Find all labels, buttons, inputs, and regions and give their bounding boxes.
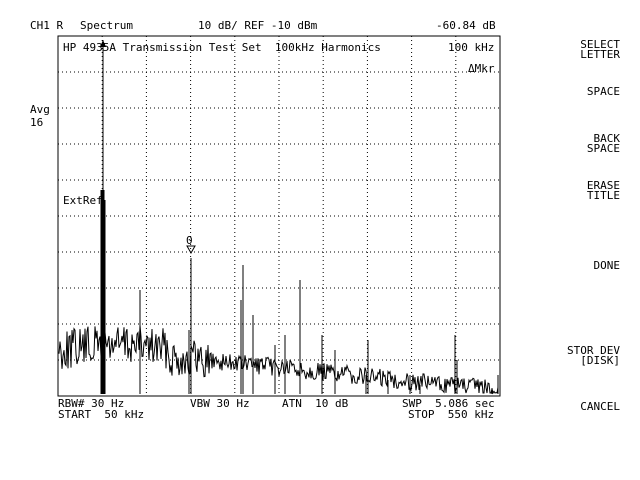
scale-label: 10 dB/ REF -10 dBm	[198, 19, 318, 32]
softkey-done[interactable]: DONE	[593, 259, 621, 272]
rbw-label: RBW# 30 Hz	[58, 397, 125, 410]
atn-label: ATN 10 dB	[282, 397, 349, 410]
stop-frequency: STOP 550 kHz	[408, 408, 495, 421]
vbw-label: VBW 30 Hz	[190, 397, 250, 410]
softkey-stor-dev-disk[interactable]: STOR DEV [DISK]	[567, 344, 620, 367]
plot-grid	[58, 36, 500, 396]
plot-title: HP 4935A Transmission Test Set 100kHz Ha…	[63, 41, 381, 54]
start-frequency: START 50 kHz	[58, 408, 145, 421]
sweep-time-label: SWP 5.086 sec	[402, 397, 495, 410]
marker-number: 0	[186, 234, 193, 247]
spectrum-noise-trace	[58, 325, 499, 395]
softkey-erase-title[interactable]: ERASE TITLE	[586, 179, 620, 202]
harmonic-spikes	[100, 40, 499, 394]
softkey-back-space[interactable]: BACK SPACE	[586, 132, 620, 155]
marker-frequency: 100 kHz	[448, 41, 495, 54]
channel-label: CH1 R	[30, 19, 64, 32]
softkey-cancel[interactable]: CANCEL	[580, 400, 620, 413]
delta-marker-label: ΔMkr	[468, 62, 495, 75]
avg-count: 16	[30, 116, 44, 129]
ext-ref-label: ExtRef	[63, 194, 103, 207]
avg-label: Avg	[30, 103, 50, 116]
softkey-space[interactable]: SPACE	[586, 85, 620, 98]
marker-0-triangle-icon	[186, 245, 196, 255]
marker-0	[186, 245, 196, 345]
reference-marker-arrow-icon	[100, 40, 106, 47]
marker-readout: -60.84 dB	[436, 19, 496, 32]
softkey-select-letter[interactable]: SELECT LETTER	[580, 38, 620, 61]
reference-marker	[100, 40, 106, 390]
mode-label: Spectrum	[80, 19, 133, 32]
